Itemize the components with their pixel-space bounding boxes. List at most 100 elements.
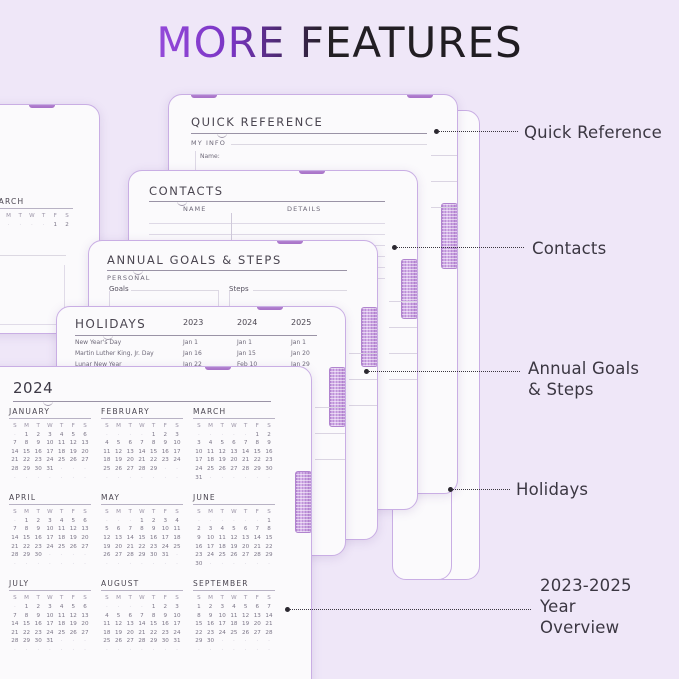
calendar-day[interactable]: 21 [11,629,19,636]
page-tab-top-goals[interactable] [277,241,303,244]
calendar-day[interactable]: 6 [243,526,248,533]
calendar-day[interactable]: 17 [161,534,169,541]
calendar-day[interactable]: 16 [161,448,169,455]
calendar-day[interactable]: 14 [253,534,261,541]
calendar-day[interactable]: 5 [71,431,76,438]
calendar-day[interactable]: 21 [253,543,261,550]
calendar-day[interactable]: 18 [103,629,111,636]
calendar-day[interactable]: 10 [161,526,169,533]
calendar-day[interactable]: 26 [114,465,123,472]
calendar-day[interactable]: 30 [206,638,215,645]
page-tab-quick-reference[interactable] [441,203,457,269]
calendar-day[interactable]: 28 [11,552,19,559]
calendar-day[interactable]: 27 [81,543,89,550]
calendar-day[interactable]: 7 [255,526,260,533]
calendar-day[interactable]: 22 [195,629,203,636]
calendar-day[interactable]: 26 [69,629,77,636]
calendar-day[interactable]: 19 [242,621,250,628]
calendar-day[interactable]: 7 [140,440,144,447]
calendar-day[interactable]: 16 [206,621,215,628]
calendar-day[interactable]: 15 [138,534,146,541]
calendar-day[interactable]: 1 [151,431,156,438]
calendar-day[interactable]: 13 [114,534,123,541]
calendar-day[interactable]: 28 [138,465,146,472]
calendar-day[interactable]: 28 [265,629,273,636]
table-row[interactable] [149,224,385,235]
calendar-day[interactable]: 29 [138,552,146,559]
calendar-day[interactable]: 6 [128,440,132,447]
calendar-day[interactable]: 18 [230,621,238,628]
calendar-day[interactable]: 10 [206,534,215,541]
calendar-day[interactable]: 14 [242,448,250,455]
calendar-day[interactable]: 27 [81,457,89,464]
calendar-day[interactable]: 27 [126,638,134,645]
page-tab-top-quick-2[interactable] [407,95,433,98]
calendar-day[interactable]: 27 [242,552,250,559]
calendar-day[interactable]: 19 [114,629,123,636]
calendar-day[interactable]: 22 [22,629,31,636]
calendar-day[interactable]: 28 [11,638,19,645]
calendar-day[interactable]: 9 [197,534,201,541]
page-tab-top-contacts[interactable] [299,171,325,174]
calendar-day[interactable]: 20 [81,534,89,541]
calendar-day[interactable]: 26 [218,465,226,472]
calendar-day[interactable]: 4 [105,440,109,447]
calendar-day[interactable]: 13 [126,448,134,455]
page-tab-top-quick[interactable] [191,95,217,98]
page-tab-annual-goals[interactable] [361,307,377,367]
calendar-day[interactable]: 5 [243,603,248,610]
calendar-day[interactable]: 2 [36,517,40,524]
calendar-day[interactable]: 29 [22,638,31,645]
calendar-day[interactable]: 9 [36,440,40,447]
calendar-day[interactable]: 24 [206,552,215,559]
calendar-day[interactable]: 11 [58,612,66,619]
month-block[interactable]: MARCH S M T W T F S · · · · · 1 2 3 4 5 6 7 8 9 10 11 12 13 14 15 16… [193,407,275,482]
calendar-day[interactable]: 11 [103,448,111,455]
page-tab-holidays[interactable] [329,367,345,427]
calendar-day[interactable]: 11 [218,534,226,541]
calendar-day[interactable]: 4 [232,603,236,610]
calendar-day[interactable]: 8 [151,440,156,447]
calendar-day[interactable]: 5 [71,517,76,524]
calendar-day[interactable]: 12 [103,534,111,541]
calendar-day[interactable]: 6 [116,526,121,533]
calendar-day[interactable]: 26 [242,629,250,636]
calendar-day[interactable]: 9 [163,440,168,447]
calendar-day[interactable]: 29 [195,638,203,645]
calendar-day[interactable]: 22 [265,543,273,550]
calendar-day[interactable]: 29 [253,465,261,472]
calendar-day[interactable]: 26 [114,638,123,645]
calendar-day[interactable]: 22 [138,543,146,550]
calendar-day[interactable]: 30 [34,465,42,472]
calendar-day[interactable]: 13 [242,534,250,541]
calendar-day[interactable]: 11 [230,612,238,619]
calendar-day[interactable]: 3 [163,517,168,524]
calendar-day[interactable]: 7 [243,440,248,447]
calendar-day[interactable]: 2 [197,526,201,533]
table-row[interactable] [149,213,385,224]
calendar-day[interactable]: 8 [151,612,156,619]
calendar-day[interactable]: 30 [150,552,158,559]
calendar-day[interactable]: 26 [69,457,77,464]
calendar-day[interactable]: 18 [58,534,66,541]
calendar-day[interactable]: 26 [69,543,77,550]
calendar-day[interactable]: 8 [255,440,260,447]
calendar-day[interactable]: 25 [58,543,66,550]
calendar-day[interactable]: 4 [220,526,224,533]
calendar-day[interactable]: 9 [36,526,40,533]
calendar-day[interactable]: 28 [253,552,261,559]
calendar-day[interactable]: 17 [195,457,203,464]
page-tab-year-overview[interactable] [295,471,311,533]
calendar-day[interactable]: 23 [161,457,169,464]
calendar-day[interactable]: 22 [150,457,158,464]
calendar-day[interactable]: 25 [58,457,66,464]
calendar-day[interactable]: 7 [140,612,144,619]
calendar-day[interactable]: 13 [81,612,89,619]
calendar-day[interactable]: 13 [81,440,89,447]
calendar-day[interactable]: 7 [13,440,17,447]
calendar-day[interactable]: 7 [13,526,17,533]
calendar-day[interactable]: 12 [230,534,238,541]
calendar-day[interactable]: 7 [267,603,271,610]
calendar-day[interactable]: 21 [11,543,19,550]
calendar-day[interactable]: 15 [253,448,261,455]
